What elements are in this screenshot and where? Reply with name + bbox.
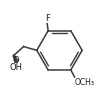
Text: OCH₃: OCH₃	[75, 78, 95, 87]
Text: O: O	[12, 56, 19, 65]
Text: OH: OH	[9, 63, 22, 72]
Text: F: F	[45, 14, 50, 23]
